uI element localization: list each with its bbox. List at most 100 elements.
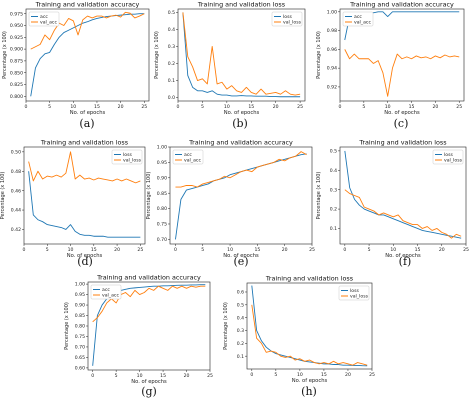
- x-tick-label: 10: [70, 104, 76, 110]
- y-tick-label: 0.3: [237, 328, 244, 334]
- x-tick-label: 5: [274, 372, 277, 378]
- y-tick-label: 0.5: [237, 302, 244, 308]
- x-tick-label: 15: [91, 247, 97, 253]
- plot-a: Training and validation accuracy 0 5 10 15 20…: [2, 1, 150, 130]
- legend-entry: loss: [444, 152, 453, 158]
- x-tick-label: 10: [385, 104, 391, 110]
- y-axis-label: Percentage (x 100): [316, 172, 322, 220]
- y-axis-label: Percentage (x 100): [2, 31, 8, 79]
- y-tick-label: 0.44: [11, 208, 21, 214]
- x-tick-label: 25: [297, 104, 303, 110]
- plot-title: Training and validation loss: [197, 1, 286, 9]
- series-line-val-acc: [344, 49, 460, 97]
- y-axis-label: Percentage (x 100): [223, 302, 229, 350]
- legend-entry: val_acc: [354, 20, 371, 26]
- y-tick-label: 0.75: [157, 222, 167, 228]
- y-tick-label: 0.800: [10, 94, 23, 100]
- x-axis-label: No. of epochs: [67, 253, 103, 259]
- x-tick-label: 15: [415, 247, 421, 253]
- x-tick-label: 0: [177, 104, 180, 110]
- x-tick-label: 25: [463, 247, 469, 253]
- x-tick-label: 15: [321, 372, 327, 378]
- panel-caption: (g): [141, 385, 157, 398]
- legend-entry: val_loss: [123, 158, 142, 164]
- series-line-val-acc: [175, 151, 307, 188]
- y-tick-label: 0.92: [327, 85, 337, 91]
- x-tick-label: 5: [368, 247, 371, 253]
- x-axis-label: No. of epochs: [385, 253, 421, 259]
- panel-caption: (d): [77, 255, 93, 268]
- x-tick-label: 25: [309, 247, 315, 253]
- x-tick-label: 10: [390, 247, 396, 253]
- panel-caption: (h): [301, 385, 317, 398]
- y-tick-label: 0.2: [168, 61, 175, 67]
- x-tick-label: 0: [91, 373, 94, 379]
- y-tick-label: 0.80: [75, 324, 85, 330]
- y-tick-label: 0.42: [11, 227, 21, 233]
- legend-entry: val_acc: [184, 158, 201, 164]
- plot-title: Training and validation accuracy: [188, 139, 293, 147]
- plot-e: Training and validation accuracy 0 5 10 15 20…: [146, 139, 315, 269]
- y-tick-label: 0.70: [75, 345, 85, 351]
- plot-title: Training and validation loss: [265, 275, 354, 283]
- axes-frame: [177, 8, 306, 102]
- series-line-val-loss: [251, 304, 368, 366]
- x-tick-label: 20: [432, 104, 438, 110]
- axes-frame: [246, 282, 373, 370]
- x-tick-label: 25: [456, 104, 462, 110]
- x-tick-label: 25: [137, 247, 143, 253]
- x-tick-label: 20: [114, 247, 120, 253]
- x-tick-label: 0: [25, 104, 28, 110]
- y-tick-label: 0.48: [11, 169, 21, 175]
- series-line-val-acc: [30, 11, 145, 50]
- panel-caption: (e): [233, 255, 248, 268]
- legend-entry: val_loss: [444, 158, 463, 164]
- y-tick-label: 0.95: [157, 160, 167, 166]
- y-tick-label: 0.4: [330, 168, 337, 174]
- x-axis-label: No. of epochs: [224, 110, 260, 116]
- legend-entry: val_loss: [283, 20, 302, 26]
- x-tick-label: 5: [362, 104, 365, 110]
- plot-b: Training and validation loss 0 5 10 15 20 25 0.…: [154, 1, 306, 130]
- x-tick-label: 10: [224, 104, 230, 110]
- x-tick-label: 5: [201, 104, 204, 110]
- series-line-loss: [344, 150, 462, 239]
- x-tick-label: 5: [48, 104, 51, 110]
- x-axis-label: No. of epochs: [70, 110, 106, 116]
- x-tick-label: 10: [137, 373, 143, 379]
- x-tick-label: 0: [250, 372, 253, 378]
- x-tick-label: 20: [118, 104, 124, 110]
- y-tick-label: 0.5: [330, 148, 337, 154]
- legend-entry: loss: [350, 288, 359, 294]
- y-tick-label: 0.0: [168, 95, 175, 101]
- y-tick-label: 0.3: [330, 187, 337, 193]
- series-line-loss: [28, 171, 141, 238]
- y-tick-label: 0.950: [10, 23, 23, 29]
- y-tick-label: 0.4: [168, 27, 175, 33]
- y-tick-label: 0.70: [157, 237, 167, 243]
- x-tick-label: 10: [68, 247, 74, 253]
- x-tick-label: 20: [439, 247, 445, 253]
- y-axis-label: Percentage (x 100): [154, 31, 160, 79]
- y-tick-label: 0.75: [75, 334, 85, 340]
- y-tick-label: 1.00: [75, 282, 85, 288]
- x-tick-label: 25: [207, 373, 213, 379]
- y-tick-label: 0.46: [11, 188, 21, 194]
- axes-frame: [339, 146, 467, 245]
- axes-frame: [25, 8, 150, 102]
- y-tick-label: 0.6: [237, 290, 244, 296]
- x-tick-label: 15: [409, 104, 415, 110]
- x-axis-label: No. of epochs: [223, 253, 259, 259]
- panel-caption: (b): [232, 117, 248, 130]
- plot-title: Training and validation loss: [40, 139, 129, 147]
- x-tick-label: 20: [345, 372, 351, 378]
- x-axis-label: No. of epochs: [384, 110, 420, 116]
- y-tick-label: 0.1: [168, 78, 175, 84]
- y-tick-label: 0.2: [237, 341, 244, 347]
- legend-entry: acc: [102, 288, 110, 293]
- y-tick-label: 0.925: [10, 35, 23, 41]
